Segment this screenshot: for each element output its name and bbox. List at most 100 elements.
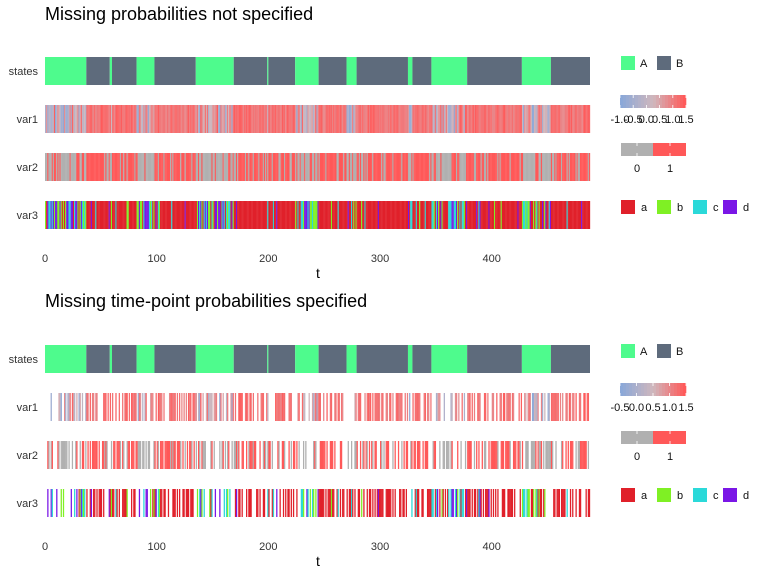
var3-cell: [208, 201, 210, 229]
var1-cell: [60, 393, 62, 421]
var3-cell: [221, 201, 223, 229]
var2-cell: [351, 153, 353, 181]
var3-cell: [481, 201, 483, 229]
var3-cell: [537, 201, 539, 229]
var2-cell: [496, 441, 498, 469]
var2-cell: [106, 441, 108, 469]
var3-cell: [526, 489, 528, 517]
var1-cell: [74, 105, 76, 133]
var3-cell: [461, 201, 463, 229]
var2-cell: [99, 153, 101, 181]
var2-cell: [281, 441, 284, 469]
var3-cell: [434, 489, 437, 517]
var2-cell: [113, 441, 115, 469]
var1-cell: [443, 393, 445, 421]
var3-cell: [434, 201, 437, 229]
var3-cell: [268, 489, 270, 517]
var3-cell: [364, 201, 366, 229]
var1-cell: [128, 393, 131, 421]
var2-cell: [79, 441, 81, 469]
var2-cell: [315, 441, 317, 469]
x-tick-label: 300: [371, 541, 389, 553]
var1-cell: [388, 393, 391, 421]
var2-cell: [345, 153, 347, 181]
var2-cell: [493, 441, 496, 469]
var1-cell: [63, 393, 66, 421]
var2-cell: [138, 153, 141, 181]
var3-cell: [575, 201, 577, 229]
var3-cell: [298, 201, 300, 229]
var3-cell: [342, 489, 344, 517]
var1-cell: [575, 105, 577, 133]
var1-legend-label: 0.5: [652, 114, 667, 126]
var2-cell: [110, 441, 113, 469]
var3-cell: [155, 201, 157, 229]
var1-cell: [560, 105, 563, 133]
var1-cell: [116, 105, 118, 133]
var2-cell: [522, 153, 525, 181]
var1-cell: [250, 105, 252, 133]
var1-cell: [514, 105, 516, 133]
var2-cell: [447, 153, 449, 181]
var2-cell: [406, 441, 409, 469]
var1-cell: [227, 393, 229, 421]
var2-cell: [68, 441, 70, 469]
var1-cell: [572, 105, 574, 133]
var1-cell: [381, 393, 383, 421]
var3-cell: [133, 489, 135, 517]
var2-cell: [247, 153, 249, 181]
var1-cell: [375, 393, 377, 421]
var2-cell: [223, 153, 225, 181]
var2-cell: [189, 441, 191, 469]
var2-cell: [405, 441, 407, 469]
var1-cell: [224, 105, 227, 133]
var2-cell: [588, 153, 591, 181]
var3-cell: [183, 489, 185, 517]
var2-cell: [349, 153, 352, 181]
var1-cell: [366, 105, 368, 133]
state-segment: [318, 57, 347, 85]
var2-cell: [257, 153, 259, 181]
var2-cell: [253, 441, 256, 469]
var2-legend-label-0: 0: [634, 163, 640, 175]
var2-cell: [191, 153, 193, 181]
var3-cell: [418, 201, 420, 229]
var2-cell: [176, 441, 179, 469]
var1-cell: [214, 393, 217, 421]
var3-cell: [152, 489, 154, 517]
var1-cell: [107, 393, 109, 421]
var1-cell: [485, 105, 487, 133]
var3-cell: [460, 489, 462, 517]
var3-cell: [214, 201, 217, 229]
var3-cell: [478, 201, 480, 229]
var3-cell: [520, 201, 523, 229]
var3-cell: [507, 201, 509, 229]
var1-cell: [535, 105, 537, 133]
var2-cell: [246, 441, 248, 469]
var3-cell: [316, 201, 318, 229]
var1-cell: [338, 393, 340, 421]
var1-cell: [278, 105, 280, 133]
var3-cell: [90, 201, 93, 229]
var2-cell: [353, 153, 355, 181]
var3-cell: [96, 201, 98, 229]
var1-cell: [584, 105, 586, 133]
var3-cell: [452, 489, 454, 517]
var2-cell: [202, 153, 204, 181]
var2-cell: [419, 153, 421, 181]
var3-cell: [277, 201, 279, 229]
var3-cell: [118, 201, 120, 229]
var1-cell: [491, 393, 493, 421]
var1-cell: [364, 105, 366, 133]
var1-cell: [486, 105, 488, 133]
var1-cell: [265, 105, 267, 133]
var1-cell: [419, 105, 421, 133]
var3-cell: [366, 489, 368, 517]
var2-cell: [488, 153, 490, 181]
var1-cell: [403, 105, 405, 133]
var2-cell: [58, 441, 60, 469]
var3-cell: [376, 489, 378, 517]
var3-cell: [579, 489, 582, 517]
var3-cell: [336, 201, 338, 229]
var3-cell: [192, 201, 194, 229]
